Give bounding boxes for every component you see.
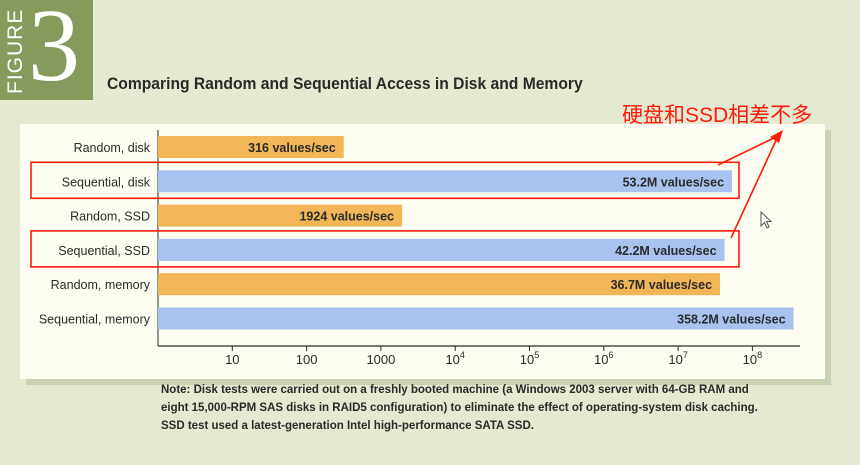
category-label: Random, memory (51, 278, 151, 292)
x-tick-label: 10 (225, 352, 239, 367)
x-tick-label: 1000 (366, 352, 395, 367)
x-tick-label: 100 (296, 352, 318, 367)
chart-title: Comparing Random and Sequential Access i… (107, 74, 583, 93)
data-label: 1924 values/sec (299, 210, 394, 224)
category-label: Sequential, memory (39, 313, 151, 327)
bar (158, 204, 403, 227)
data-label: 316 values/sec (248, 141, 336, 155)
data-label: 53.2M values/sec (623, 175, 725, 189)
figure-badge: FIGURE 3 (0, 0, 93, 100)
highlight-box (30, 230, 740, 268)
x-tick-exponent: 8 (757, 350, 762, 360)
footnote-line: SSD test used a latest-generation Intel … (161, 420, 534, 432)
x-tick-label: 105 (520, 350, 539, 367)
figure-number: 3 (28, 0, 80, 103)
data-label: 358.2M values/sec (677, 313, 785, 327)
category-label: Random, disk (74, 141, 151, 155)
bar (158, 307, 794, 330)
bar (158, 136, 344, 158)
x-tick-label: 106 (594, 350, 613, 367)
annotation-text: 硬盘和SSD相差不多 (622, 104, 813, 127)
bar (158, 170, 733, 193)
x-tick-exponent: 4 (460, 350, 465, 360)
bar (158, 273, 721, 296)
x-tick-exponent: 6 (609, 350, 614, 360)
footnote: Note: Disk tests were carried out on a f… (161, 381, 801, 435)
x-tick-label: 104 (445, 350, 464, 367)
arrow-head-icon (770, 130, 783, 143)
mouse-cursor-icon (760, 211, 773, 229)
data-label: 36.7M values/sec (611, 278, 713, 292)
x-tick-exponent: 7 (683, 350, 688, 360)
x-tick-exponent: 5 (534, 350, 539, 360)
bar (158, 238, 725, 261)
footnote-line: eight 15,000-RPM SAS disks in RAID5 conf… (161, 402, 758, 414)
x-tick-label: 107 (668, 350, 687, 367)
category-label: Sequential, disk (62, 175, 151, 189)
category-label: Random, SSD (70, 210, 150, 224)
footnote-line: Note: Disk tests were carried out on a f… (161, 384, 749, 396)
annotation-arrow-line (730, 135, 779, 239)
data-label: 42.2M values/sec (615, 244, 717, 258)
x-tick-label: 108 (743, 350, 762, 367)
annotation-arrow-line (717, 135, 779, 166)
highlight-box (30, 161, 740, 200)
category-label: Sequential, SSD (58, 244, 150, 258)
